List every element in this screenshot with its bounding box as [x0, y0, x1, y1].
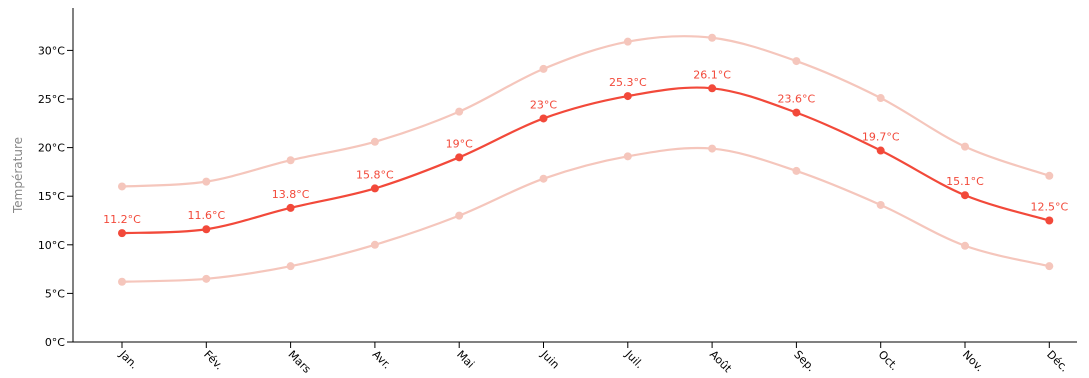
- y-tick-label: 30°C: [38, 44, 65, 57]
- data-point-mean: [455, 153, 464, 162]
- x-tick-label: Sep.: [791, 348, 817, 374]
- data-point-mean: [202, 225, 211, 234]
- x-tick-label: Juil.: [622, 347, 646, 371]
- data-point-low: [370, 240, 379, 249]
- x-tick-label: Avr.: [370, 348, 394, 372]
- data-point-mean: [1045, 216, 1054, 225]
- y-tick-label: 20°C: [38, 142, 65, 155]
- x-tick-label: Oct.: [876, 348, 901, 373]
- data-point-high: [961, 142, 969, 151]
- data-point-high: [792, 57, 801, 66]
- data-point-high: [876, 94, 885, 103]
- data-point-low: [539, 174, 548, 183]
- y-tick-label: 15°C: [38, 190, 65, 203]
- data-label: 11.2°C: [103, 213, 141, 226]
- x-tick-label: Juin: [538, 347, 562, 371]
- data-label: 11.6°C: [187, 209, 225, 222]
- data-point-high: [539, 64, 548, 73]
- data-point-high: [370, 137, 379, 146]
- data-point-mean: [623, 92, 632, 101]
- series-layer: [118, 33, 1054, 286]
- data-label: 15.1°C: [946, 175, 984, 188]
- data-label: 19.7°C: [862, 131, 900, 144]
- x-tick-label: Nov.: [960, 348, 986, 374]
- x-tick-label: Déc.: [1044, 348, 1071, 375]
- data-point-low: [623, 152, 632, 161]
- data-label: 23°C: [530, 98, 557, 111]
- series-line-high: [121, 35, 1050, 188]
- data-label: 19°C: [446, 137, 473, 150]
- x-tick-label: Fév.: [201, 348, 226, 373]
- data-point-high: [708, 33, 717, 42]
- data-point-mean: [792, 108, 801, 117]
- series-line-mean: [121, 86, 1050, 235]
- data-point-high: [118, 182, 126, 191]
- data-label: 26.1°C: [693, 68, 731, 81]
- data-label: 12.5°C: [1030, 201, 1068, 214]
- data-point-mean: [118, 229, 126, 238]
- y-axis: 0°C 5°C 10°C 15°C 20°C 25°C 30°C: [38, 8, 74, 349]
- y-tick-label: 25°C: [38, 93, 65, 106]
- x-tick-label: Août: [707, 348, 735, 376]
- data-point-high: [1045, 171, 1054, 180]
- data-point-mean: [961, 191, 969, 200]
- data-point-high: [286, 156, 295, 165]
- data-point-low: [1045, 262, 1054, 271]
- data-point-mean: [370, 184, 379, 193]
- data-label: 23.6°C: [778, 93, 816, 106]
- data-point-mean: [286, 203, 295, 212]
- data-label: 13.8°C: [272, 188, 310, 201]
- data-point-high: [623, 37, 632, 46]
- data-point-high: [455, 107, 464, 116]
- data-point-low: [286, 262, 295, 271]
- x-tick-label: Mai: [454, 348, 477, 371]
- x-tick-label: Mars: [285, 348, 313, 376]
- data-point-high: [202, 177, 211, 186]
- x-tick-label: Jan.: [116, 347, 140, 371]
- data-label: 25.3°C: [609, 76, 647, 89]
- data-point-low: [708, 144, 717, 153]
- data-point-low: [961, 241, 969, 250]
- data-point-low: [455, 211, 464, 220]
- data-point-low: [792, 166, 801, 175]
- data-labels: 11.2°C 11.6°C 13.8°C 15.8°C 19°C 23°C 25.3°C 26…: [103, 68, 1068, 226]
- data-point-mean: [708, 84, 717, 93]
- data-point-mean: [539, 114, 548, 123]
- x-axis: Jan. Fév. Mars Avr. Mai Juin Juil. Août Sep. Oct.…: [73, 341, 1077, 376]
- y-tick-label: 5°C: [45, 287, 65, 300]
- y-tick-label: 0°C: [45, 336, 65, 349]
- data-point-low: [202, 274, 211, 283]
- y-axis-title: Température: [11, 137, 25, 214]
- data-point-low: [876, 200, 885, 209]
- data-label: 15.8°C: [356, 168, 394, 181]
- data-point-low: [118, 277, 126, 286]
- series-line-low: [121, 146, 1050, 283]
- y-tick-label: 10°C: [38, 239, 65, 252]
- data-point-mean: [876, 146, 885, 155]
